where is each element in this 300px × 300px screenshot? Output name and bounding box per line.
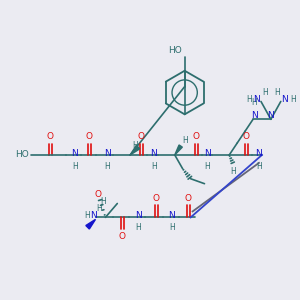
Text: O: O	[138, 132, 145, 141]
Text: N: N	[90, 211, 97, 220]
Text: H: H	[256, 162, 262, 171]
Text: O: O	[243, 132, 250, 141]
Text: H: H	[205, 162, 210, 171]
Text: H: H	[97, 204, 102, 213]
Polygon shape	[175, 145, 182, 155]
Text: N: N	[251, 111, 257, 120]
Text: HO: HO	[168, 46, 182, 56]
Text: O: O	[85, 132, 92, 141]
Polygon shape	[86, 219, 95, 229]
Text: H: H	[104, 162, 110, 171]
Text: N: N	[71, 149, 78, 158]
Text: N: N	[151, 149, 157, 158]
Text: O: O	[95, 190, 102, 199]
Text: H: H	[274, 88, 280, 97]
Text: N: N	[254, 95, 260, 104]
Text: N: N	[256, 149, 262, 158]
Text: H: H	[72, 162, 78, 171]
Text: O: O	[192, 132, 199, 141]
Text: HO: HO	[15, 151, 29, 160]
Text: H: H	[183, 136, 188, 145]
Text: H: H	[230, 167, 236, 176]
Text: N: N	[168, 211, 175, 220]
Text: O: O	[184, 194, 191, 202]
Text: H: H	[251, 98, 257, 107]
Text: H: H	[246, 95, 252, 104]
Text: N: N	[268, 111, 274, 120]
Text: H: H	[290, 95, 296, 104]
Text: H: H	[135, 223, 141, 232]
Polygon shape	[130, 145, 140, 155]
Text: O: O	[46, 132, 53, 141]
Text: N: N	[281, 95, 288, 104]
Text: N: N	[135, 211, 142, 220]
Text: H: H	[151, 162, 157, 171]
Text: N: N	[204, 149, 211, 158]
Text: N: N	[104, 149, 111, 158]
Text: H: H	[262, 88, 268, 97]
Text: H: H	[100, 197, 106, 206]
Text: H: H	[132, 141, 138, 150]
Text: H: H	[85, 211, 91, 220]
Text: O: O	[152, 194, 159, 202]
Text: O: O	[119, 232, 126, 241]
Text: H: H	[169, 223, 175, 232]
